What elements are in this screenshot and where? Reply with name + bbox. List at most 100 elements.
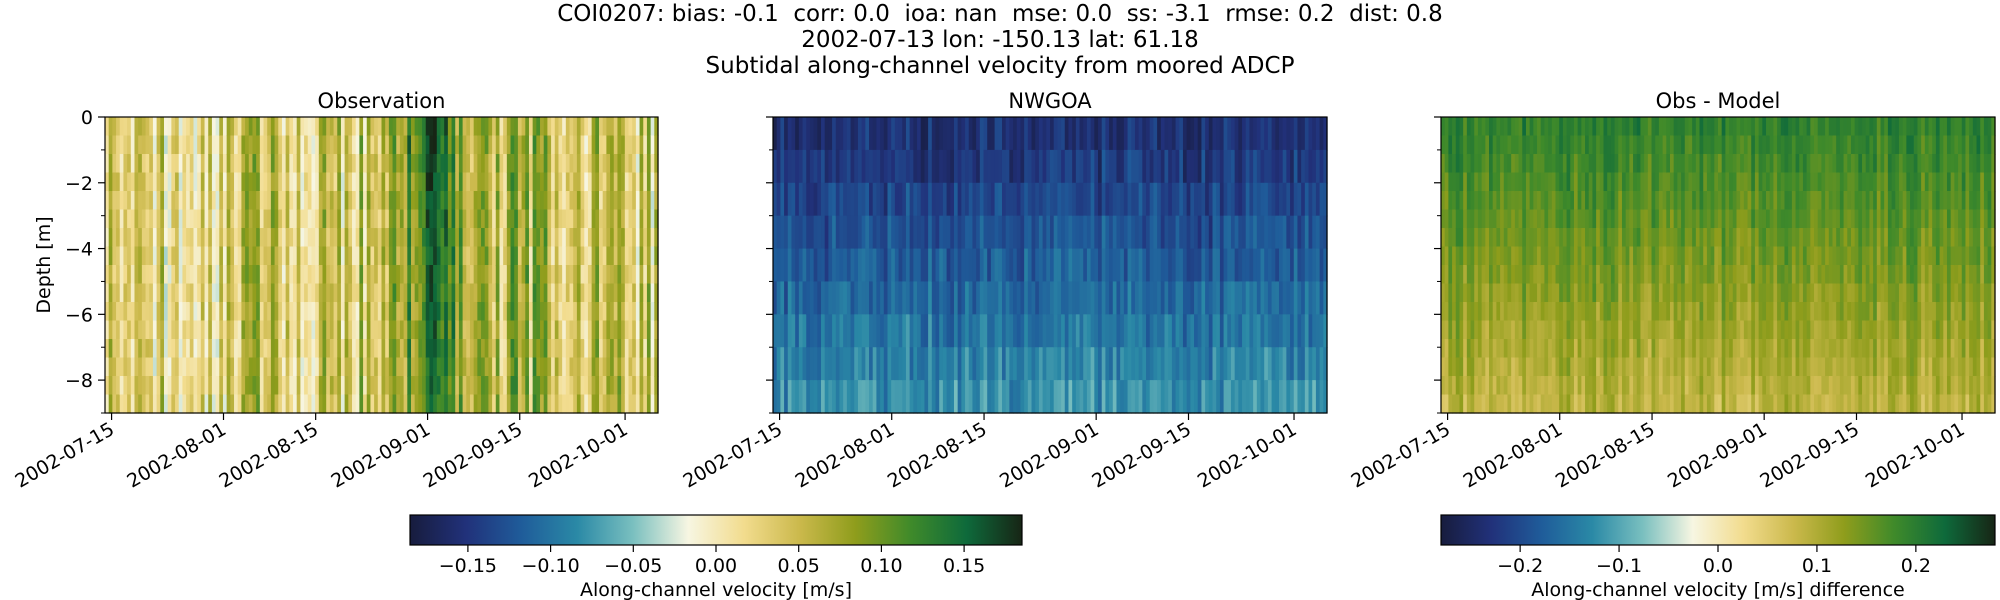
heatmap-cell — [950, 281, 955, 315]
heatmap-cell — [1127, 215, 1132, 250]
heatmap-cell — [928, 182, 933, 217]
heatmap-cell — [1216, 149, 1221, 184]
heatmap-cell — [429, 246, 434, 266]
heatmap-cell — [1031, 182, 1036, 217]
heatmap-cell — [606, 394, 611, 414]
heatmap-cell — [562, 394, 567, 414]
heatmap-cell — [1120, 281, 1125, 315]
heatmap-cell — [1230, 149, 1236, 184]
heatmap-cell — [407, 246, 412, 266]
heatmap-cell — [407, 135, 412, 155]
heatmap-cell — [1009, 149, 1014, 184]
heatmap-cell — [197, 246, 202, 266]
heatmap-cell — [902, 281, 907, 315]
heatmap-cell — [839, 117, 844, 151]
heatmap-cell — [1636, 135, 1642, 155]
heatmap-cell — [414, 357, 419, 377]
heatmap-cell — [429, 320, 434, 340]
heatmap-cell — [123, 265, 128, 285]
heatmap-cell — [167, 339, 172, 359]
heatmap-cell — [1212, 149, 1217, 184]
x-tick-label: 2002-08-15 — [884, 418, 991, 492]
heatmap-cell — [521, 117, 526, 137]
heatmap-cell — [385, 117, 390, 137]
heatmap-cell — [1529, 339, 1534, 359]
heatmap-cell — [865, 380, 870, 414]
heatmap-cell — [425, 394, 431, 414]
heatmap-cell — [145, 191, 150, 211]
heatmap-cell — [222, 191, 228, 211]
heatmap-cell — [407, 117, 412, 137]
heatmap-cell — [436, 154, 442, 174]
heatmap-cell — [1684, 172, 1690, 192]
heatmap-cell — [337, 209, 342, 229]
heatmap-cell — [1474, 394, 1479, 414]
heatmap-cell — [654, 135, 659, 155]
heatmap-cell — [1573, 394, 1579, 414]
heatmap-cell — [1651, 265, 1656, 285]
heatmap-cell — [532, 265, 537, 285]
heatmap-cell — [377, 394, 383, 414]
heatmap-cell — [894, 117, 900, 151]
heatmap-cell — [1149, 149, 1155, 184]
heatmap-cell — [436, 172, 442, 192]
heatmap-cell — [403, 265, 408, 285]
heatmap-cell — [950, 380, 955, 414]
heatmap-cell — [1573, 172, 1579, 192]
heatmap-cell — [484, 357, 490, 377]
heatmap-cell — [1050, 182, 1055, 217]
heatmap-cell — [469, 302, 475, 322]
heatmap-cell — [388, 228, 394, 248]
heatmap-cell — [1636, 357, 1642, 377]
heatmap-cell — [942, 248, 948, 283]
heatmap-cell — [1585, 394, 1590, 414]
heatmap-cell — [440, 172, 445, 192]
heatmap-cell — [245, 117, 250, 137]
heatmap-cell — [304, 228, 309, 248]
heatmap-cell — [1249, 117, 1254, 151]
heatmap-cell — [1038, 182, 1044, 217]
heatmap-cell — [1511, 357, 1516, 377]
heatmap-cell — [333, 357, 338, 377]
heatmap-cell — [138, 283, 143, 303]
heatmap-cell — [1131, 281, 1136, 315]
heatmap-cell — [204, 209, 209, 229]
heatmap-cell — [602, 302, 607, 322]
heatmap-cell — [1640, 191, 1645, 211]
heatmap-cell — [780, 347, 785, 381]
heatmap-cell — [650, 135, 655, 155]
heatmap-cell — [1507, 339, 1512, 359]
heatmap-cell — [1614, 376, 1619, 396]
heatmap-cell — [1525, 320, 1531, 340]
heatmap-cell — [1610, 376, 1616, 396]
heatmap-cell — [1610, 339, 1616, 359]
heatmap-cell — [806, 347, 811, 381]
heatmap-cell — [252, 228, 257, 248]
heatmap-cell — [410, 265, 416, 285]
heatmap-cell — [414, 283, 419, 303]
heatmap-cell — [488, 357, 493, 377]
heatmap-cell — [576, 172, 582, 192]
heatmap-cell — [274, 228, 279, 248]
heatmap-cell — [1573, 302, 1579, 322]
heatmap-cell — [315, 265, 320, 285]
heatmap-cell — [939, 117, 944, 151]
heatmap-cell — [1101, 117, 1106, 151]
heatmap-cell — [1489, 357, 1494, 377]
heatmap-cell — [245, 228, 250, 248]
heatmap-cell — [613, 302, 619, 322]
heatmap-cell — [1500, 246, 1505, 266]
heatmap-cell — [780, 314, 785, 348]
heatmap-cell — [1477, 339, 1483, 359]
heatmap-cell — [536, 246, 541, 266]
heatmap-cell — [1463, 320, 1468, 340]
heatmap-cell — [540, 172, 545, 192]
heatmap-cell — [1633, 172, 1638, 192]
heatmap-cell — [1581, 357, 1586, 377]
heatmap-cell — [289, 172, 294, 192]
heatmap-cell — [484, 265, 490, 285]
heatmap-cell — [274, 339, 279, 359]
heatmap-cell — [894, 380, 900, 414]
heatmap-cell — [1182, 347, 1188, 381]
heatmap-cell — [902, 347, 907, 381]
